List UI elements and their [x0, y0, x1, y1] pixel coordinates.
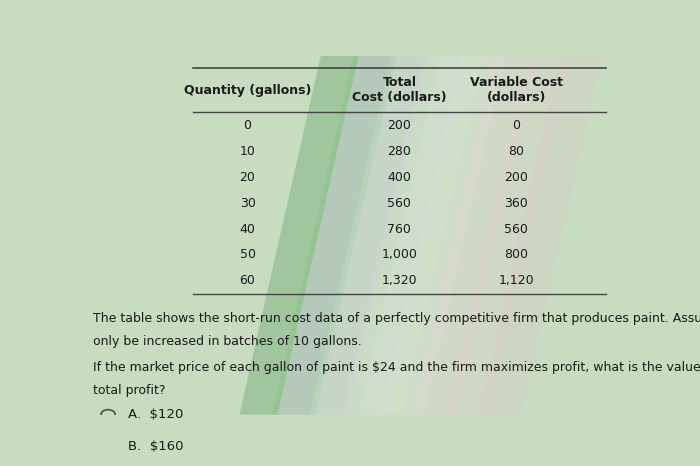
Text: (dollars): (dollars): [486, 91, 546, 103]
Text: B.  $160: B. $160: [128, 440, 183, 453]
Text: 50: 50: [239, 248, 255, 261]
Polygon shape: [381, 56, 505, 415]
Text: total profit?: total profit?: [93, 384, 165, 397]
Text: 40: 40: [239, 223, 255, 236]
Polygon shape: [478, 56, 603, 415]
Text: The table shows the short-run cost data of a perfectly competitive firm that pro: The table shows the short-run cost data …: [93, 312, 700, 325]
Text: 360: 360: [504, 197, 528, 210]
Text: 10: 10: [239, 145, 255, 158]
Text: 400: 400: [388, 171, 412, 184]
Text: 30: 30: [239, 197, 255, 210]
Polygon shape: [239, 56, 358, 415]
Text: Total: Total: [382, 76, 416, 89]
Text: 1,120: 1,120: [498, 274, 534, 287]
Polygon shape: [342, 56, 468, 415]
Text: 280: 280: [388, 145, 412, 158]
Text: 760: 760: [388, 223, 412, 236]
Text: 1,320: 1,320: [382, 274, 417, 287]
Text: 80: 80: [508, 145, 524, 158]
Text: 200: 200: [388, 119, 412, 132]
Text: 1,000: 1,000: [382, 248, 417, 261]
Text: 560: 560: [504, 223, 528, 236]
Text: Variable Cost: Variable Cost: [470, 76, 563, 89]
Polygon shape: [446, 56, 570, 415]
Text: 60: 60: [239, 274, 255, 287]
Polygon shape: [413, 56, 538, 415]
Text: 0: 0: [512, 119, 520, 132]
Text: If the market price of each gallon of paint is $24 and the firm maximizes profit: If the market price of each gallon of pa…: [93, 361, 700, 374]
Text: A.  $120: A. $120: [128, 408, 183, 421]
Text: Cost (dollars): Cost (dollars): [352, 91, 447, 103]
Text: only be increased in batches of 10 gallons.: only be increased in batches of 10 gallo…: [93, 336, 362, 349]
Text: Quantity (gallons): Quantity (gallons): [184, 83, 312, 96]
Polygon shape: [272, 56, 397, 415]
Text: 0: 0: [244, 119, 251, 132]
Polygon shape: [277, 56, 391, 415]
Text: 560: 560: [388, 197, 412, 210]
Polygon shape: [348, 56, 484, 415]
Text: 800: 800: [504, 248, 528, 261]
Text: 20: 20: [239, 171, 255, 184]
Polygon shape: [304, 56, 440, 415]
Polygon shape: [310, 56, 429, 415]
Text: 200: 200: [504, 171, 528, 184]
